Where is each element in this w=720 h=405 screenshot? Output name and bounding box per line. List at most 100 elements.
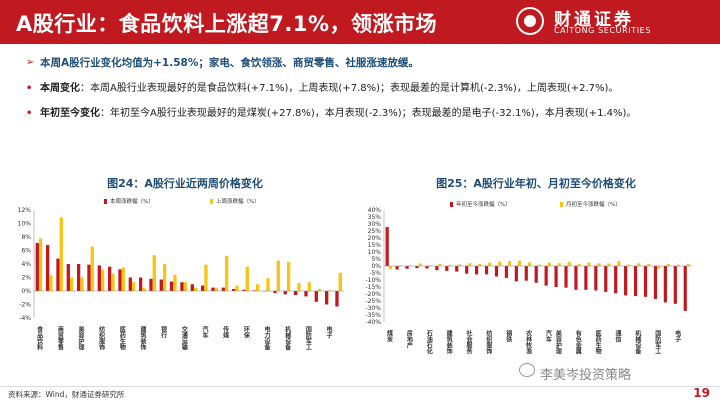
bar-secondary bbox=[517, 260, 522, 266]
bar-secondary bbox=[204, 264, 208, 291]
bar-primary bbox=[56, 258, 60, 291]
x-tick-label: 钢铁 bbox=[505, 329, 512, 343]
x-tick-label: 国防军工 bbox=[304, 325, 311, 350]
bar-secondary bbox=[80, 277, 84, 291]
bar-secondary bbox=[235, 285, 239, 291]
y-tick-label: 5% bbox=[371, 256, 381, 263]
source-note: 资料来源：Wind，财通证券研究所 bbox=[8, 390, 125, 399]
bar-primary bbox=[624, 266, 628, 296]
bar-secondary bbox=[537, 264, 541, 266]
bar-secondary bbox=[193, 287, 198, 291]
bar-secondary bbox=[597, 263, 601, 266]
bar-primary bbox=[653, 266, 658, 299]
x-tick-label: 煤炭 bbox=[385, 329, 392, 343]
y-tick-label: -20% bbox=[365, 291, 381, 298]
bar-primary bbox=[594, 266, 598, 291]
summary-bullets: ➢ 本周A股行业变化均值为+1.58%；家电、食饮领涨、商贸零售、社服涨速放缓。… bbox=[26, 56, 706, 132]
bar-secondary bbox=[686, 264, 691, 266]
y-tick-label: 0% bbox=[371, 263, 381, 270]
bar-secondary bbox=[448, 264, 452, 266]
x-tick-label: 美容护理 bbox=[77, 325, 85, 351]
bar-secondary bbox=[224, 255, 229, 291]
bar-secondary bbox=[152, 255, 156, 291]
x-tick-label: 有色金属 bbox=[574, 329, 582, 355]
bar-secondary bbox=[162, 264, 167, 291]
y-tick-label: -30% bbox=[365, 305, 381, 312]
y-tick-label: -2% bbox=[19, 302, 31, 309]
bar-primary bbox=[324, 291, 329, 305]
arrow-bullet-icon: ➢ bbox=[26, 57, 35, 68]
bar-secondary bbox=[647, 263, 651, 266]
x-tick-label: 医药生物 bbox=[118, 325, 125, 351]
bar-primary bbox=[128, 277, 132, 291]
bar-primary bbox=[574, 266, 578, 290]
y-tick-label: -10% bbox=[365, 277, 381, 284]
bar-secondary bbox=[498, 261, 502, 266]
header-bar: A股行业：食品饮料上涨超7.1%，领涨市场 财通证券 CAITONG SECUR… bbox=[0, 0, 720, 44]
bar-secondary bbox=[338, 272, 342, 291]
y-tick-label: -5% bbox=[369, 270, 381, 277]
bar-primary bbox=[405, 266, 409, 269]
bar-primary bbox=[304, 291, 308, 297]
bar-primary bbox=[221, 287, 225, 291]
legend-entry: 本周涨跌幅（%） bbox=[110, 197, 154, 205]
bar-primary bbox=[76, 264, 81, 291]
y-tick-label: 12% bbox=[18, 207, 32, 214]
bar-primary bbox=[673, 266, 677, 304]
x-tick-label: 社会服务 bbox=[465, 329, 473, 355]
bar-primary bbox=[663, 266, 667, 303]
y-tick-label: 25% bbox=[368, 228, 382, 235]
x-tick-label: 食品饮料 bbox=[36, 325, 44, 351]
x-tick-label: 石油石化 bbox=[425, 330, 433, 355]
bar-primary bbox=[107, 266, 112, 291]
bar-secondary bbox=[567, 261, 571, 266]
y-tick-label: 30% bbox=[368, 221, 382, 228]
bar-primary bbox=[455, 266, 459, 272]
ytd-change-label: 年初至今变化 bbox=[40, 108, 100, 119]
dot-bullet-icon: • bbox=[26, 83, 33, 94]
bar-secondary bbox=[617, 261, 621, 266]
bar-primary bbox=[465, 266, 469, 274]
bar-primary bbox=[415, 266, 419, 269]
bar-primary bbox=[504, 266, 508, 278]
bar-primary bbox=[231, 288, 236, 291]
bar-secondary bbox=[676, 264, 681, 266]
x-tick-label: 商贸零售 bbox=[56, 325, 64, 351]
bar-secondary bbox=[90, 246, 94, 291]
chart24-title: 图24：A股行业近两周价格变化 bbox=[107, 177, 263, 190]
bar-primary bbox=[494, 266, 499, 277]
bar-primary bbox=[544, 266, 548, 286]
page-number: 19 bbox=[693, 386, 710, 400]
bar-primary bbox=[643, 266, 648, 297]
ytd-change-text: ：年初至今A股行业表现最好的是煤炭(+27.8%)，本月表现(-2.3%)；表现… bbox=[100, 108, 637, 119]
x-tick-label: 机械设备 bbox=[284, 325, 292, 351]
logo-name-cn: 财通证券 bbox=[554, 10, 634, 30]
bar-secondary bbox=[488, 262, 492, 266]
bar-secondary bbox=[131, 282, 136, 291]
wechat-icon bbox=[519, 363, 535, 377]
bar-primary bbox=[138, 277, 143, 291]
bar-primary bbox=[395, 266, 399, 270]
bar-secondary bbox=[657, 266, 661, 269]
bar-primary bbox=[180, 282, 184, 291]
weekly-change-text: ：本周A股行业表现最好的是食品饮料(+7.1%)，上周表现(+7.8%)；表现最… bbox=[80, 83, 619, 94]
bar-primary bbox=[211, 287, 215, 291]
x-tick-label: 汽车 bbox=[544, 329, 551, 343]
x-tick-label: 建筑装饰 bbox=[445, 329, 453, 355]
bar-secondary bbox=[666, 263, 671, 266]
y-tick-label: 15% bbox=[368, 242, 382, 249]
dot-bullet-icon: • bbox=[26, 108, 33, 119]
bar-primary bbox=[584, 266, 588, 290]
bar-secondary bbox=[607, 263, 611, 266]
y-tick-label: -35% bbox=[365, 312, 381, 319]
bar-primary bbox=[445, 266, 449, 271]
y-tick-label: 2% bbox=[21, 275, 31, 282]
legend-swatch bbox=[104, 199, 107, 204]
bar-secondary bbox=[388, 266, 392, 270]
bar-primary bbox=[242, 289, 246, 291]
bar-secondary bbox=[214, 287, 218, 291]
bar-primary bbox=[534, 266, 538, 283]
company-logo: 财通证券 CAITONG SECURITIES bbox=[516, 5, 706, 39]
bar-secondary bbox=[507, 261, 512, 266]
bar-primary bbox=[314, 291, 318, 302]
